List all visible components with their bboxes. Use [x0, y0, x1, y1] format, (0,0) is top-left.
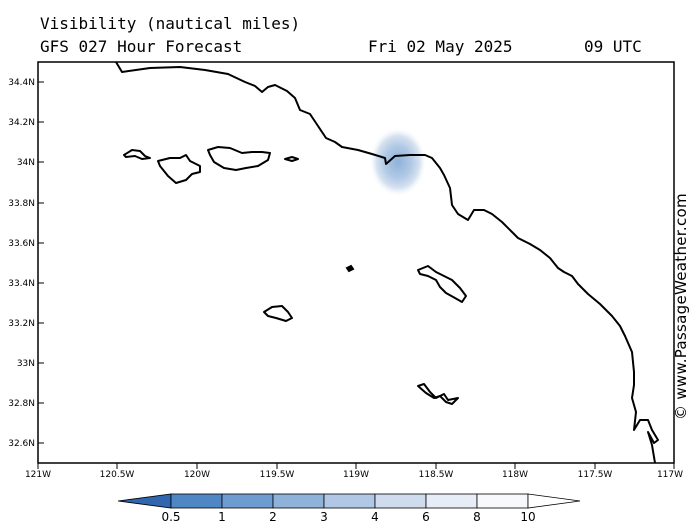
island-san-clemente: [417, 383, 459, 405]
lat-tick: 33N: [17, 359, 44, 369]
island-santa-cruz: [207, 146, 271, 171]
lat-label: 33N: [17, 359, 35, 369]
scale-label: 0.5: [161, 510, 180, 524]
lon-tick: 117W: [657, 463, 683, 480]
lon-label: 117W: [657, 470, 683, 480]
lon-label: 121W: [25, 470, 51, 480]
lon-label: 120.5W: [100, 470, 135, 480]
lat-label: 32.8N: [8, 399, 35, 409]
map-title: Visibility (nautical miles): [40, 14, 301, 33]
island-santa-barbara: [345, 264, 355, 273]
lat-label: 33.6N: [8, 239, 35, 249]
island-san-nicolas: [263, 305, 293, 322]
forecast-label: GFS 027 Hour Forecast: [40, 37, 243, 56]
scale-label: 4: [371, 510, 379, 524]
scale-swatch: [272, 493, 325, 509]
lon-label: 118W: [502, 470, 528, 480]
lon-tick: 120W: [184, 463, 210, 480]
scale-swatch: [323, 493, 376, 509]
scale-label: 6: [422, 510, 430, 524]
forecast-time: 09 UTC: [584, 37, 642, 56]
lon-tick: 118W: [502, 463, 528, 480]
lat-tick: 33.4N: [8, 279, 44, 289]
scale-swatch: [170, 493, 223, 509]
scale-arrow-left: [117, 493, 172, 509]
lon-tick: 117.5W: [578, 463, 613, 480]
scale-label: 8: [473, 510, 481, 524]
lat-tick: 34.4N: [8, 78, 44, 88]
longitude-axis: 121W 120.5W 120W 119.5W 119W 118.5W 118W…: [25, 463, 683, 480]
scale-swatch: [425, 493, 478, 509]
forecast-date: Fri 02 May 2025: [368, 37, 513, 56]
coastline-mainland: [115, 61, 659, 464]
lon-tick: 118.5W: [419, 463, 454, 480]
scale-arrow-right: [527, 493, 581, 509]
scale-label: 1: [218, 510, 226, 524]
lon-label: 119.5W: [260, 470, 295, 480]
lon-label: 120W: [184, 470, 210, 480]
scale-label: 3: [320, 510, 328, 524]
lon-tick: 120.5W: [100, 463, 135, 480]
map-frame: [37, 61, 675, 464]
lat-tick: 33.8N: [8, 199, 44, 209]
lat-label: 34N: [17, 158, 35, 168]
low-visibility-area: [369, 127, 427, 197]
latitude-axis: 34.4N 34.2N 34N 33.8N 33.6N 33.4N 33.2N …: [8, 78, 44, 449]
island-san-miguel: [123, 149, 151, 160]
lat-label: 33.2N: [8, 319, 35, 329]
scale-label: 2: [269, 510, 277, 524]
scale-label: 10: [520, 510, 535, 524]
lat-tick: 34.2N: [8, 118, 44, 128]
scale-swatch: [221, 493, 274, 509]
lat-tick: 32.8N: [8, 399, 44, 409]
color-scale: 0.5 1 2 3 4 6 8 10: [117, 493, 581, 524]
lat-label: 34.4N: [8, 78, 35, 88]
lat-tick: 32.6N: [8, 439, 44, 449]
lat-tick: 33.6N: [8, 239, 44, 249]
lon-tick: 121W: [25, 463, 51, 480]
scale-swatch: [374, 493, 427, 509]
island-anacapa: [284, 156, 299, 162]
lon-tick: 119.5W: [260, 463, 295, 480]
scale-swatch: [476, 493, 529, 509]
lon-label: 119W: [343, 470, 369, 480]
lat-tick: 33.2N: [8, 319, 44, 329]
lat-label: 33.4N: [8, 279, 35, 289]
island-santa-rosa: [157, 154, 201, 184]
lat-label: 34.2N: [8, 118, 35, 128]
lat-label: 32.6N: [8, 439, 35, 449]
lat-label: 33.8N: [8, 199, 35, 209]
lon-label: 117.5W: [578, 470, 613, 480]
lon-label: 118.5W: [419, 470, 454, 480]
lon-tick: 119W: [343, 463, 369, 480]
island-santa-catalina: [417, 265, 467, 303]
lat-tick: 34N: [17, 158, 44, 168]
